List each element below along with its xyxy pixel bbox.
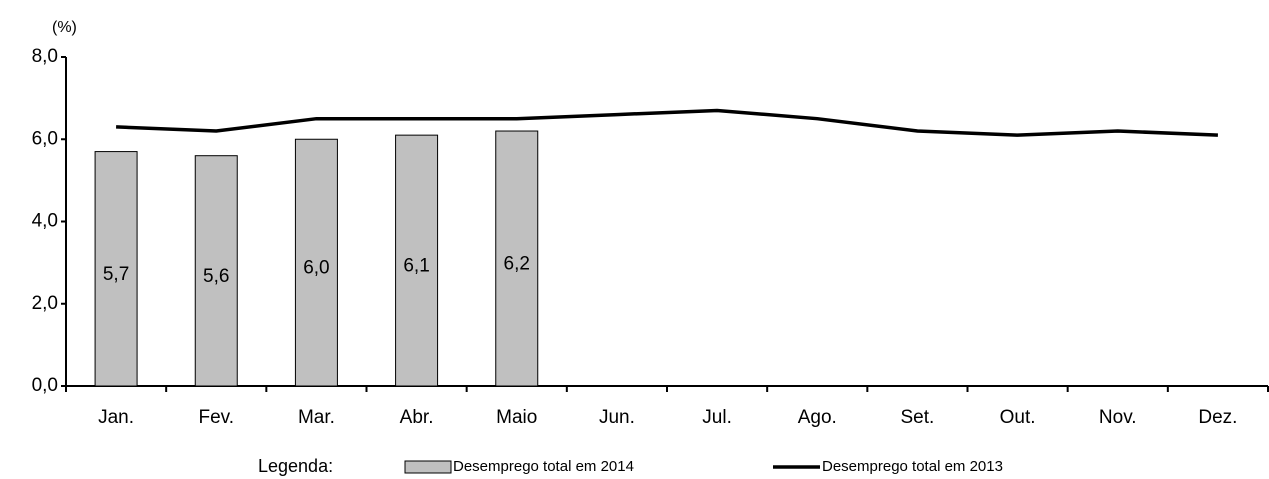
bar-value-label: 5,6: [203, 266, 229, 287]
bar: [395, 134, 439, 387]
x-tick-label: Jul.: [702, 407, 732, 428]
bar-value-label: 6,0: [303, 258, 329, 279]
legend-label: Desemprego total em 2014: [453, 458, 634, 475]
bar-value-label: 5,7: [103, 264, 129, 285]
x-tick-label: Maio: [496, 407, 537, 428]
legend-swatch: [404, 460, 452, 474]
x-tick-label: Mar.: [298, 407, 335, 428]
y-tick-label: 2,0: [32, 293, 58, 314]
unit-label: (%): [52, 19, 77, 36]
legend-label: Desemprego total em 2013: [822, 458, 1003, 475]
x-tick-label: Jun.: [599, 407, 635, 428]
bar: [495, 130, 539, 387]
x-tick-label: Set.: [901, 407, 935, 428]
bar-value-label: 6,1: [403, 256, 429, 277]
y-tick-label: 8,0: [32, 46, 58, 67]
y-tick-label: 0,0: [32, 375, 58, 396]
legend-title: Legenda:: [258, 456, 333, 476]
x-tick-label: Out.: [1000, 407, 1036, 428]
x-tick-label: Dez.: [1198, 407, 1237, 428]
x-tick-label: Jan.: [98, 407, 134, 428]
bar-value-label: 6,2: [504, 254, 530, 275]
x-tick-label: Nov.: [1099, 407, 1137, 428]
y-tick-label: 4,0: [32, 211, 58, 232]
x-tick-label: Fev.: [198, 407, 234, 428]
x-tick-label: Ago.: [798, 407, 837, 428]
bar: [194, 155, 238, 387]
bar: [94, 151, 138, 387]
y-tick-label: 6,0: [32, 128, 58, 149]
bar: [294, 138, 338, 387]
line-series: [116, 108, 1218, 137]
x-tick-label: Abr.: [400, 407, 434, 428]
